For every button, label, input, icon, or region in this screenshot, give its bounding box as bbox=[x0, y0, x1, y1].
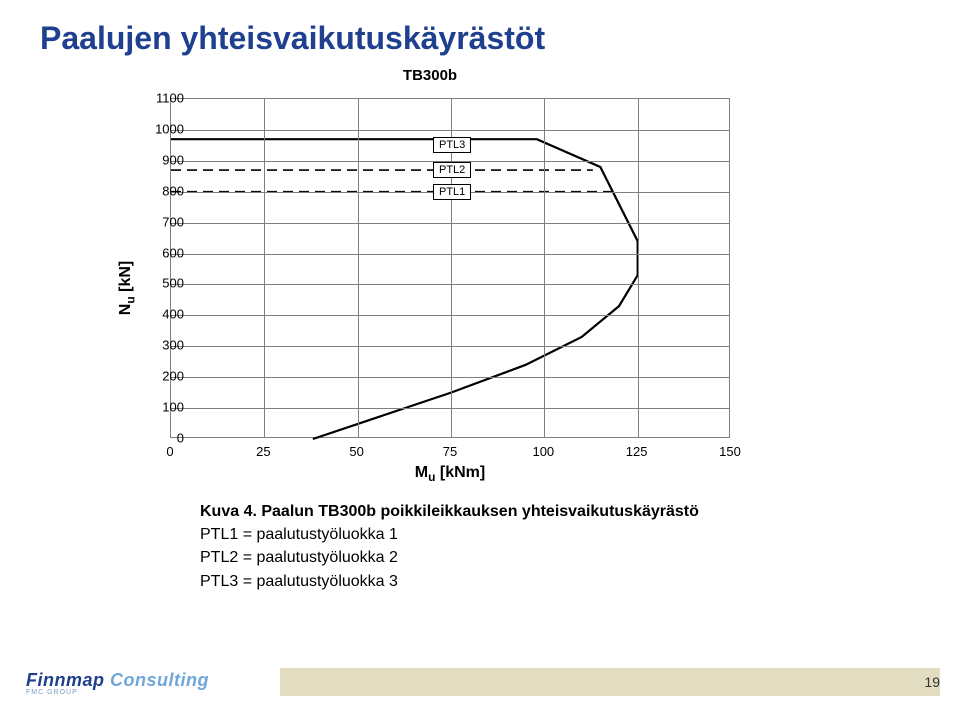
x-tick: 75 bbox=[443, 444, 457, 459]
logo-text-a: Finnmap bbox=[26, 670, 110, 690]
x-tick: 150 bbox=[719, 444, 741, 459]
x-tick: 125 bbox=[626, 444, 648, 459]
x-tick: 50 bbox=[349, 444, 363, 459]
x-tick: 25 bbox=[256, 444, 270, 459]
series-label: PTL2 bbox=[433, 162, 471, 178]
footer: Finnmap Consulting FMC GROUP 19 bbox=[0, 656, 960, 706]
caption-head: Kuva 4. Paalun TB300b poikkileikkauksen … bbox=[200, 503, 699, 520]
y-tick: 500 bbox=[124, 276, 184, 291]
y-tick: 300 bbox=[124, 338, 184, 353]
caption-line: PTL2 = paalutustyöluokka 2 bbox=[200, 546, 920, 569]
y-tick: 0 bbox=[124, 431, 184, 446]
y-tick: 100 bbox=[124, 400, 184, 415]
caption: Kuva 4. Paalun TB300b poikkileikkauksen … bbox=[200, 500, 920, 593]
y-tick: 1000 bbox=[124, 121, 184, 136]
logo-text-b: Consulting bbox=[110, 670, 209, 690]
y-tick: 200 bbox=[124, 369, 184, 384]
chart-title: TB300b bbox=[100, 67, 760, 84]
y-tick: 400 bbox=[124, 307, 184, 322]
chart-container: TB300b Nu [kN] Mu [kNm] PTL3PTL2PTL1 010… bbox=[100, 67, 920, 488]
logo: Finnmap Consulting FMC GROUP bbox=[26, 670, 209, 696]
chart-plot: PTL3 PTL2 PTL1 bbox=[170, 98, 730, 438]
series-label: PTL1 bbox=[433, 184, 471, 200]
caption-line: PTL1 = paalutustyöluokka 1 bbox=[200, 523, 920, 546]
page-number: 19 bbox=[924, 674, 940, 690]
chart-area: Nu [kN] Mu [kNm] PTL3PTL2PTL1 0100200300… bbox=[100, 88, 760, 488]
y-tick: 1100 bbox=[124, 91, 184, 106]
caption-line: PTL3 = paalutustyöluokka 3 bbox=[200, 570, 920, 593]
footer-bar bbox=[280, 668, 940, 696]
x-tick: 100 bbox=[532, 444, 554, 459]
y-tick: 700 bbox=[124, 214, 184, 229]
y-tick: 900 bbox=[124, 152, 184, 167]
x-axis-label: Mu [kNm] bbox=[170, 464, 730, 484]
y-tick: 600 bbox=[124, 245, 184, 260]
page-title: Paalujen yhteisvaikutuskäyrästöt bbox=[40, 20, 920, 57]
y-tick: 800 bbox=[124, 183, 184, 198]
series-label: PTL3 bbox=[433, 137, 471, 153]
x-tick: 0 bbox=[166, 444, 173, 459]
